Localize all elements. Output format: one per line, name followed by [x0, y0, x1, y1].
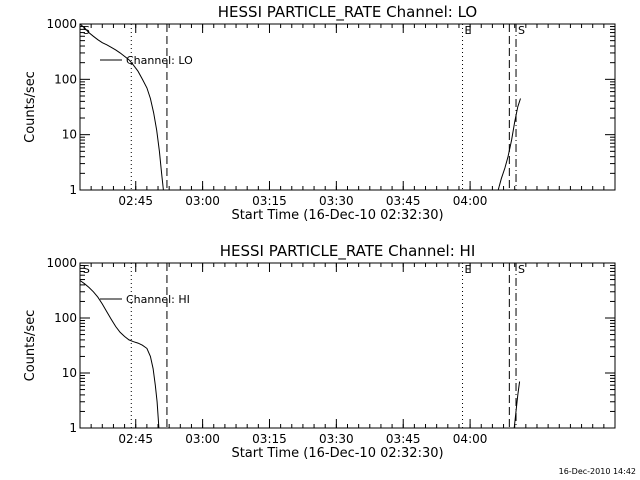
legend-entry: Channel: LO — [126, 54, 193, 67]
x-tick-label: 03:45 — [386, 194, 421, 208]
plot-frame — [79, 23, 616, 191]
x-axis-label: Start Time (16-Dec-10 02:32:30) — [231, 208, 443, 223]
event-marker-label: E — [465, 24, 472, 37]
series-line — [513, 381, 521, 429]
y-tick-label: 10 — [62, 366, 77, 380]
x-tick-label: 03:15 — [252, 432, 287, 446]
chart-title: HESSI PARTICLE_RATE Channel: LO — [218, 3, 477, 22]
series-line — [79, 280, 160, 429]
event-marker-label: S — [518, 24, 525, 37]
x-tick-label: 03:00 — [185, 432, 220, 446]
y-tick-label: 100 — [54, 311, 77, 325]
footer-timestamp: 16-Dec-2010 14:42 — [559, 467, 636, 476]
plot-frame — [79, 262, 616, 429]
y-axis-label: Counts/sec — [23, 71, 38, 143]
y-tick-label: 1000 — [46, 17, 77, 31]
x-tick-label: 03:30 — [319, 432, 354, 446]
y-tick-label: 10 — [62, 128, 77, 142]
event-marker-label: S — [518, 263, 525, 276]
y-tick-label: 1 — [69, 183, 77, 197]
x-tick-label: 02:45 — [118, 194, 153, 208]
y-axis-label: Counts/sec — [23, 310, 38, 382]
x-tick-label: 03:30 — [319, 194, 354, 208]
x-tick-label: 02:45 — [118, 432, 153, 446]
y-tick-label: 1000 — [46, 256, 77, 270]
x-tick-label: 04:00 — [453, 432, 488, 446]
x-tick-label: 03:45 — [386, 432, 421, 446]
y-tick-label: 100 — [54, 72, 77, 86]
series-line — [79, 23, 164, 191]
chart-title: HESSI PARTICLE_RATE Channel: HI — [220, 242, 476, 261]
legend-entry: Channel: HI — [126, 293, 190, 306]
x-tick-label: 03:15 — [252, 194, 287, 208]
event-marker-label: E — [465, 263, 472, 276]
x-axis-label: Start Time (16-Dec-10 02:32:30) — [231, 446, 443, 461]
x-tick-label: 03:00 — [185, 194, 220, 208]
series-line — [497, 98, 521, 191]
y-tick-label: 1 — [69, 421, 77, 435]
x-tick-label: 04:00 — [453, 194, 488, 208]
event-marker-label: S — [83, 263, 90, 276]
